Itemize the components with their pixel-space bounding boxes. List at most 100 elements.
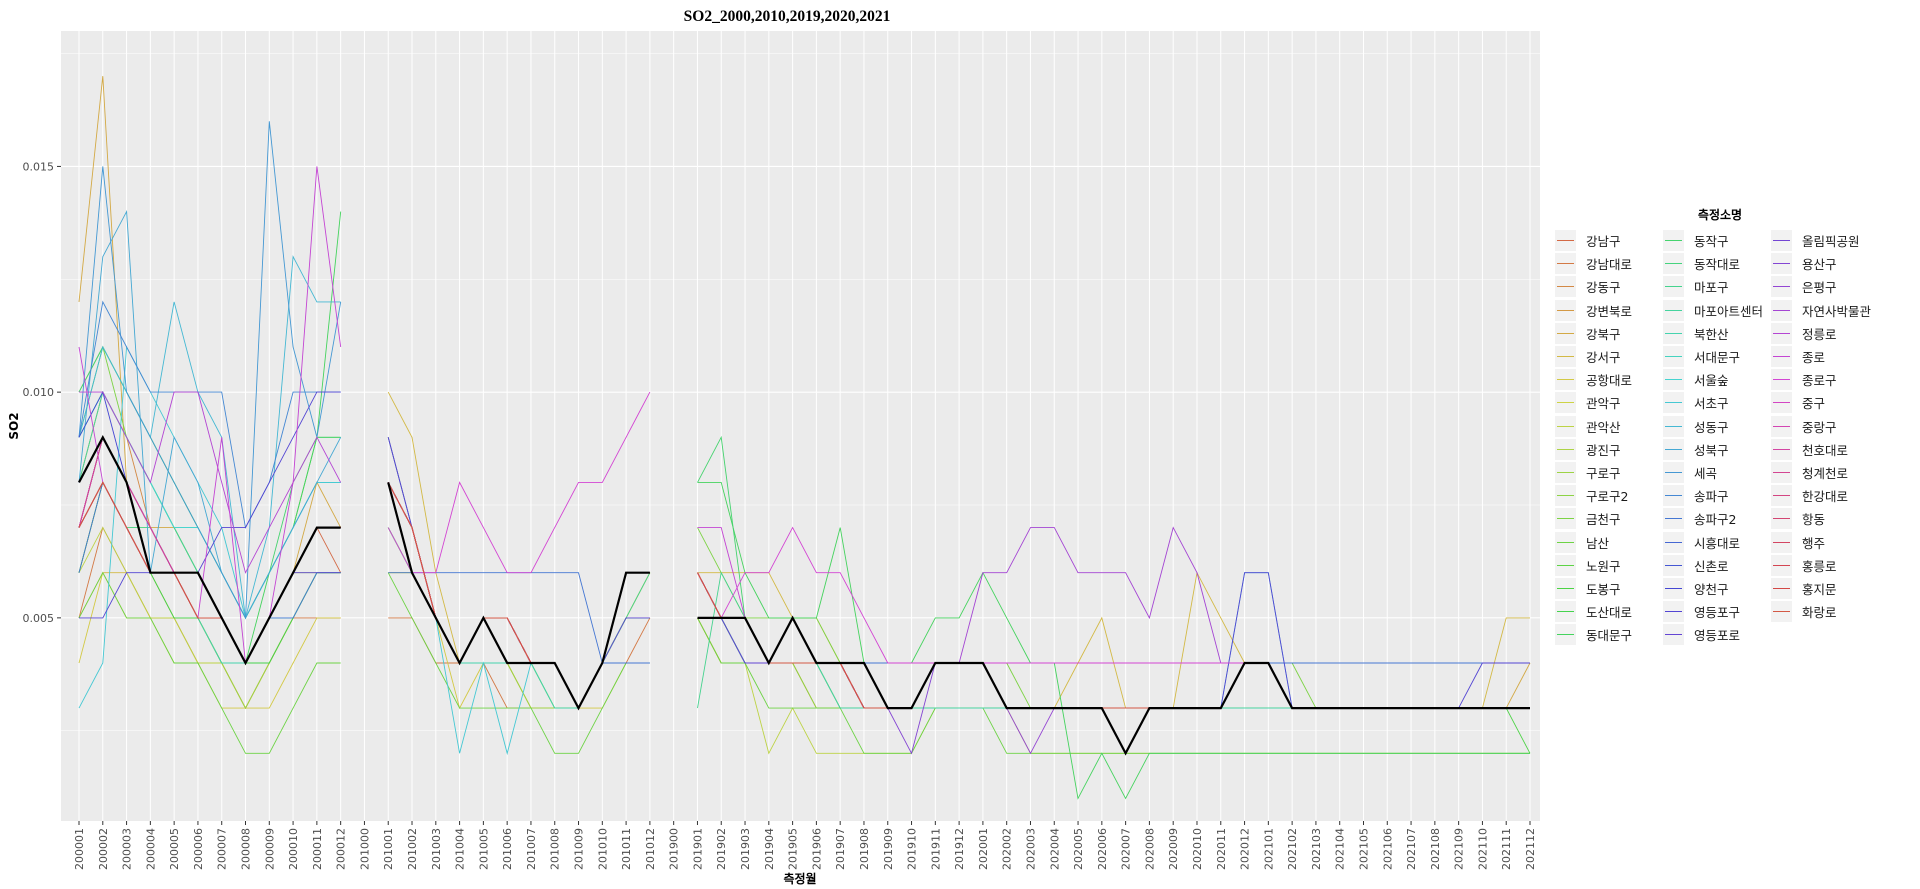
- legend-key: [1663, 392, 1684, 414]
- legend-title: 측정소명: [1697, 208, 1743, 222]
- x-tick-label: 201006: [501, 828, 514, 870]
- legend-item: 천호대로: [1771, 438, 1848, 461]
- legend-item: 강변북로: [1555, 299, 1632, 322]
- x-tick-label: 201907: [834, 828, 847, 870]
- legend-key: [1663, 322, 1684, 344]
- x-axis: 200001 200002 200003 200004 200005 200006 2000…: [73, 821, 1537, 870]
- x-tick-label: 201005: [477, 828, 490, 870]
- x-tick-label: 202004: [1048, 828, 1061, 870]
- x-tick-label: 200010: [287, 828, 300, 870]
- y-tick-label: 0.015: [23, 160, 55, 173]
- x-tick-label: 201912: [953, 828, 966, 870]
- legend-label: 마포구: [1694, 280, 1729, 296]
- legend-label: 올림픽공원: [1802, 234, 1860, 249]
- mean-line-layer: [78, 434, 1530, 756]
- x-tick-label: 200002: [97, 828, 110, 870]
- legend-key: [1555, 230, 1576, 251]
- legend-label: 금천구: [1586, 512, 1621, 528]
- legend-item: 동작대로: [1663, 252, 1740, 275]
- legend-item: 서초구: [1663, 391, 1729, 414]
- legend-item: 도산대로: [1555, 600, 1632, 623]
- legend-item: 광진구: [1555, 438, 1621, 461]
- y-tick-label: 0.010: [23, 386, 55, 399]
- legend-item: 서대문구: [1663, 345, 1740, 368]
- legend-item: 금천구: [1555, 507, 1621, 530]
- x-tick-label: 201008: [549, 828, 562, 870]
- x-tick-label: 201904: [763, 828, 776, 870]
- legend-key: [1663, 230, 1684, 251]
- legend-key: [1555, 601, 1576, 623]
- legend-item: 용산구: [1771, 252, 1837, 275]
- x-tick-label: 201009: [573, 828, 586, 870]
- legend-label: 공항대로: [1586, 373, 1633, 389]
- legend-item: 노원구: [1555, 554, 1621, 577]
- legend-key: [1771, 578, 1792, 599]
- legend-label: 시흥대로: [1694, 535, 1741, 551]
- legend-label: 송파구: [1694, 489, 1729, 505]
- legend-key: [1663, 485, 1684, 507]
- x-tick-label: 201003: [430, 828, 443, 870]
- x-tick-label: 202002: [1001, 828, 1014, 870]
- legend-key: [1663, 415, 1684, 437]
- x-tick-label: 201905: [787, 828, 800, 870]
- legend-key: [1663, 253, 1684, 275]
- x-tick-label: 200003: [121, 828, 134, 870]
- legend-item: 영등포구: [1663, 600, 1740, 623]
- legend-key: [1555, 438, 1576, 460]
- legend-key: [1771, 230, 1792, 251]
- x-tick-label: 201910: [906, 828, 919, 870]
- legend-item: 성북구: [1663, 438, 1729, 461]
- legend-key: [1555, 253, 1576, 275]
- y-axis: 0.005 0.010 0.015: [23, 160, 61, 625]
- legend-label: 강남구: [1586, 234, 1621, 249]
- legend-label: 강서구: [1586, 350, 1621, 365]
- legend-key: [1663, 299, 1684, 321]
- legend-label: 서울숲: [1694, 373, 1729, 389]
- legend-key: [1663, 554, 1684, 576]
- legend-key: [1555, 369, 1576, 391]
- legend-label: 영등포구: [1694, 605, 1741, 621]
- legend-label: 관악산: [1586, 419, 1621, 435]
- x-tick-label: 202006: [1096, 828, 1109, 870]
- legend-label: 천호대로: [1802, 442, 1849, 458]
- x-tick-label: 200012: [335, 828, 348, 870]
- legend-label: 행주: [1802, 535, 1826, 551]
- x-tick-label: 200011: [311, 828, 324, 870]
- legend-key: [1663, 346, 1684, 367]
- legend-label: 홍릉로: [1802, 558, 1837, 574]
- legend-item: 행주: [1771, 531, 1825, 554]
- x-tick-label: 202106: [1381, 828, 1394, 870]
- legend-label: 강북구: [1586, 326, 1621, 342]
- x-tick-label: 201011: [620, 828, 633, 870]
- x-tick-label: 202009: [1167, 828, 1180, 870]
- legend-key: [1771, 438, 1792, 460]
- x-tick-label: 202112: [1524, 828, 1537, 870]
- legend-label: 관악구: [1586, 396, 1621, 412]
- legend-key: [1771, 554, 1792, 576]
- legend-item: 마포아트센터: [1663, 299, 1763, 322]
- x-tick-label: 202101: [1262, 828, 1275, 870]
- legend-label: 자연사박물관: [1802, 303, 1872, 319]
- legend-item: 강동구: [1555, 275, 1621, 298]
- legend-label: 중랑구: [1802, 419, 1837, 435]
- legend-label: 정릉로: [1802, 326, 1837, 342]
- legend-key: [1663, 578, 1684, 599]
- legend-label: 구로구: [1586, 466, 1621, 481]
- legend-label: 마포아트센터: [1694, 303, 1764, 319]
- legend-key: [1771, 531, 1792, 553]
- legend-label: 성북구: [1694, 442, 1729, 458]
- legend-item: 중구: [1771, 391, 1825, 414]
- legend-item: 홍지문: [1771, 577, 1837, 600]
- x-tick-label: 202008: [1143, 828, 1156, 870]
- legend-key: [1555, 531, 1576, 553]
- x-tick-label: 202102: [1286, 828, 1299, 870]
- legend-key: [1555, 299, 1576, 321]
- x-tick-label: 201010: [596, 828, 609, 870]
- legend-item: 남산: [1555, 531, 1609, 554]
- legend-label: 양천구: [1694, 582, 1729, 597]
- y-tick-label: 0.005: [23, 612, 55, 625]
- legend-key: [1771, 392, 1792, 414]
- legend-item: 구로구: [1555, 461, 1621, 484]
- legend-key: [1663, 369, 1684, 391]
